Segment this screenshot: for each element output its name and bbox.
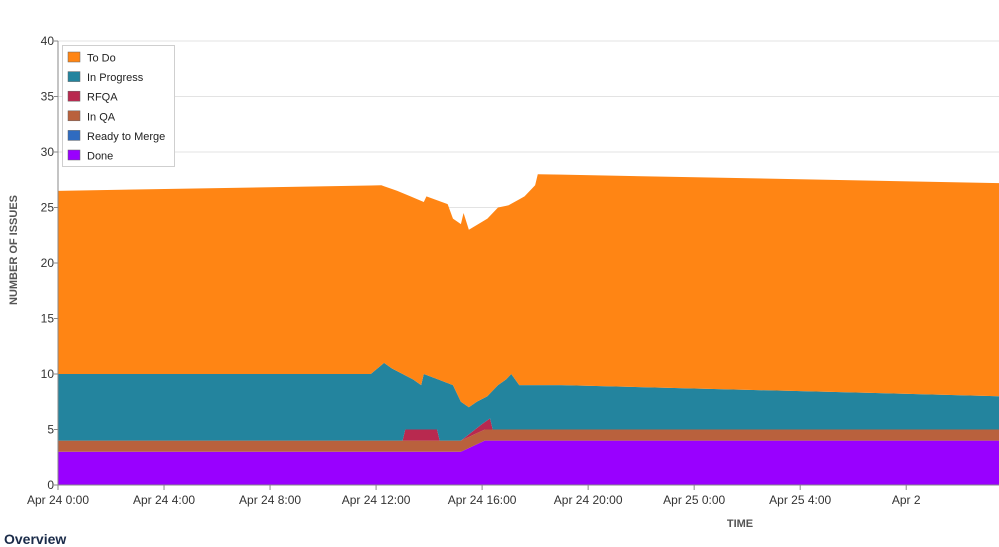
x-axis-ticks: Apr 24 0:00 Apr 24 4:00 Apr 24 8:00 Apr 24 …	[27, 485, 921, 507]
legend-label: In QA	[87, 111, 116, 123]
y-tick-label: 30	[41, 145, 55, 159]
legend-swatch	[67, 149, 81, 161]
x-tick-label: Apr 24 16:00	[448, 493, 517, 507]
y-axis-label: NUMBER OF ISSUES	[8, 195, 20, 305]
x-tick-label: Apr 25 4:00	[769, 493, 831, 507]
area-to-do[interactable]	[58, 174, 999, 408]
legend-item-ready-to-merge[interactable]: Ready to Merge	[67, 130, 165, 143]
y-axis-ticks: 0 5 10 15 20 25 30 35 40	[41, 34, 58, 492]
y-tick-label: 15	[41, 312, 55, 326]
legend-swatch	[67, 130, 81, 141]
legend-label: Done	[87, 151, 113, 163]
series-areas	[58, 174, 999, 485]
y-tick-label: 40	[41, 34, 55, 48]
legend-item-to-do[interactable]: To Do	[67, 51, 116, 65]
legend-label: To Do	[87, 53, 116, 65]
legend-item-in-qa[interactable]: In QA	[67, 110, 116, 124]
y-tick-label: 0	[47, 478, 54, 492]
y-tick-label: 25	[41, 201, 55, 215]
y-tick-label: 5	[47, 423, 54, 437]
x-tick-label: Apr 2	[892, 493, 921, 507]
x-tick-label: Apr 24 12:00	[342, 493, 411, 507]
legend-box	[62, 45, 175, 167]
x-tick-label: Apr 24 8:00	[239, 493, 301, 507]
legend-label: Ready to Merge	[87, 131, 165, 143]
overview-heading[interactable]: Overview	[4, 531, 67, 547]
x-tick-label: Apr 24 4:00	[133, 493, 195, 507]
legend-swatch	[67, 90, 81, 102]
legend-item-done[interactable]: Done	[67, 149, 113, 163]
legend: To Do In Progress RFQA In QA Ready to Merge D…	[62, 45, 175, 167]
x-tick-label: Apr 24 20:00	[554, 493, 623, 507]
legend-swatch	[67, 71, 81, 82]
legend-swatch	[67, 110, 81, 122]
x-tick-label: Apr 25 0:00	[663, 493, 725, 507]
y-tick-label: 20	[41, 256, 55, 270]
legend-item-in-progress[interactable]: In Progress	[67, 71, 144, 85]
legend-swatch	[67, 51, 81, 63]
y-tick-label: 35	[41, 90, 55, 104]
legend-label: In Progress	[87, 72, 144, 84]
legend-label: RFQA	[87, 92, 118, 104]
x-axis-label: TIME	[727, 518, 753, 530]
x-tick-label: Apr 24 0:00	[27, 493, 89, 507]
legend-item-rfqa[interactable]: RFQA	[67, 90, 118, 104]
area-in-progress[interactable]	[58, 362, 999, 441]
y-tick-label: 10	[41, 367, 55, 381]
area-in-qa[interactable]	[58, 429, 999, 452]
